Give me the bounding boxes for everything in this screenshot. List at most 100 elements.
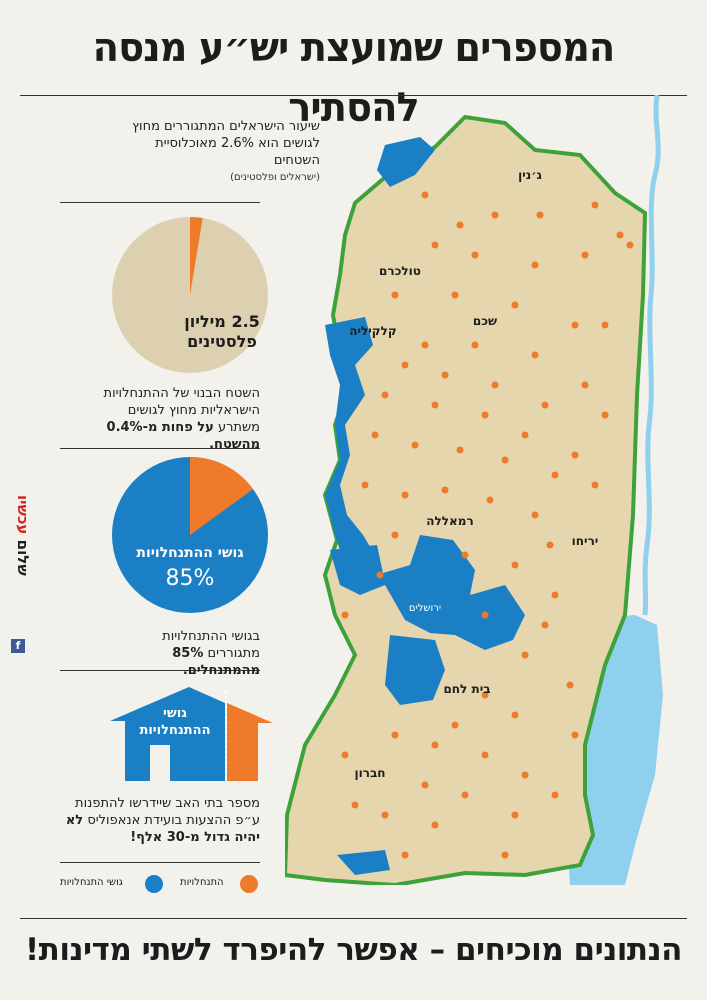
settlement-dot <box>456 446 464 454</box>
brand-word2: עכשיו <box>14 495 32 535</box>
settlement-dot <box>591 481 599 489</box>
house-label-line1: גושי <box>163 706 187 721</box>
stat4-text: מספר בתי האב שיידרשו להתפנות ע״פ ההצעות … <box>75 796 260 828</box>
settlement-dot <box>481 411 489 419</box>
settlement-dot <box>391 531 399 539</box>
settlement-dot <box>591 201 599 209</box>
pie2-label-line1: גושי ההתנחלויות <box>136 545 243 561</box>
settlement-dot <box>351 801 359 809</box>
jordan-river <box>642 95 661 616</box>
settlement-dot <box>376 571 384 579</box>
bloc-north <box>377 137 435 187</box>
stat3-bold: 85% מהמתנחלים. <box>172 646 260 678</box>
brand-text: שלום עכשיו <box>14 495 32 576</box>
settlement-dot <box>541 621 549 629</box>
settlement-dot <box>481 751 489 759</box>
settlement-dot <box>626 241 634 249</box>
settlement-dot <box>531 351 539 359</box>
settlement-dots <box>341 191 634 859</box>
city-nablus: שכם <box>473 314 497 328</box>
stat4-bold: לא יהיה גדול מ-30 אלף! <box>65 813 260 845</box>
city-jenin: ג׳נין <box>518 168 542 182</box>
settlement-dot <box>421 341 429 349</box>
settlement-dot <box>616 231 624 239</box>
settlement-dot <box>546 541 554 549</box>
settlement-dot <box>421 191 429 199</box>
settlement-dot <box>481 691 489 699</box>
divider-3 <box>60 670 260 671</box>
bloc-west <box>325 317 375 565</box>
west-bank-land <box>285 117 645 885</box>
city-jericho: יריחו <box>572 534 599 548</box>
settlement-dot <box>451 291 459 299</box>
green-line-border <box>285 114 648 885</box>
settlement-dot <box>391 731 399 739</box>
settlement-dot <box>491 211 499 219</box>
divider-2 <box>60 448 260 449</box>
stat1-note: (ישראלים ופלסטינים) <box>230 172 320 183</box>
settlement-dot <box>371 431 379 439</box>
settlement-blocs <box>325 137 525 875</box>
legend-blocs-label: גושי התנחלויות <box>60 877 123 888</box>
settlement-dot <box>431 401 439 409</box>
city-qalqilya: קלקיליה <box>349 324 397 338</box>
palestinians-pie-chart: 2.5 מיליון פלסטינים <box>112 217 268 373</box>
stat2-block: השטח הבנוי של ההתנחלויות הישראליות מחוץ … <box>88 385 260 453</box>
divider-bottom <box>20 918 687 919</box>
settlement-dot <box>536 211 544 219</box>
settlement-dot <box>471 341 479 349</box>
footer-slogan: הנתונים מוכיחים – אפשר להיפרד לשתי מדינו… <box>25 932 682 968</box>
settlement-dot <box>471 251 479 259</box>
settlement-dot <box>441 486 449 494</box>
pie1-settlers-slice <box>190 217 203 295</box>
city-hebron: חברון <box>354 766 385 780</box>
house-blue-part <box>110 687 225 781</box>
stat4-block: מספר בתי האב שיידרשו להתפנות ע״פ ההצעות … <box>60 795 260 846</box>
stat3-text: בגושי ההתנחלויות מתגוררים <box>162 629 260 661</box>
settlement-dot <box>481 611 489 619</box>
settlement-dot <box>531 511 539 519</box>
bloc-gush-etzion <box>385 635 445 705</box>
settlement-dot <box>551 471 559 479</box>
house-label-line2: ההתנחלויות <box>139 723 210 738</box>
settlement-dot <box>581 251 589 259</box>
settlement-dot <box>431 821 439 829</box>
legend: התנחלויות גושי התנחלויות <box>60 872 260 896</box>
legend-settlements-label: התנחלויות <box>180 877 224 888</box>
stat2-bold: על פחות מ-0.4% מהשטח. <box>106 420 260 452</box>
settlement-dot <box>551 791 559 799</box>
bloc-jerusalem <box>330 535 525 650</box>
legend-blocs-dot <box>145 875 163 893</box>
brand-logo: שלום עכשיו f <box>8 495 32 655</box>
divider-top <box>20 95 687 96</box>
settlement-dot <box>451 721 459 729</box>
settlement-dot <box>381 391 389 399</box>
settlement-dot <box>461 551 469 559</box>
settlement-dot <box>341 751 349 759</box>
settlement-dot <box>511 711 519 719</box>
settlement-dot <box>341 611 349 619</box>
settlement-dot <box>521 651 529 659</box>
stat3-block: בגושי ההתנחלויות מתגוררים 85% מהמתנחלים. <box>110 628 260 679</box>
settlement-dot <box>571 451 579 459</box>
settlement-dot <box>571 321 579 329</box>
settlement-dot <box>511 301 519 309</box>
settlement-dot <box>566 681 574 689</box>
settlement-dot <box>391 291 399 299</box>
city-ramallah: רמאללה <box>426 514 473 528</box>
west-bank-map: ג׳נין טולכרם קלקיליה שכם רמאללה יריחו יר… <box>285 95 663 885</box>
pie2-label-line2: 85% <box>166 566 215 591</box>
stat2-text: השטח הבנוי של ההתנחלויות הישראליות מחוץ … <box>103 386 260 435</box>
city-bethlehem: בית לחם <box>443 682 490 696</box>
settlement-blocs-pie-chart: גושי ההתנחלויות 85% <box>112 457 268 613</box>
settlement-dot <box>571 731 579 739</box>
divider-4 <box>60 862 260 863</box>
settlement-dot <box>431 741 439 749</box>
settlement-dot <box>401 491 409 499</box>
divider-1 <box>60 202 260 203</box>
settlement-dot <box>361 481 369 489</box>
settlement-dot <box>461 791 469 799</box>
settlement-dot <box>411 441 419 449</box>
settlement-dot <box>381 811 389 819</box>
settlement-dot <box>501 851 509 859</box>
